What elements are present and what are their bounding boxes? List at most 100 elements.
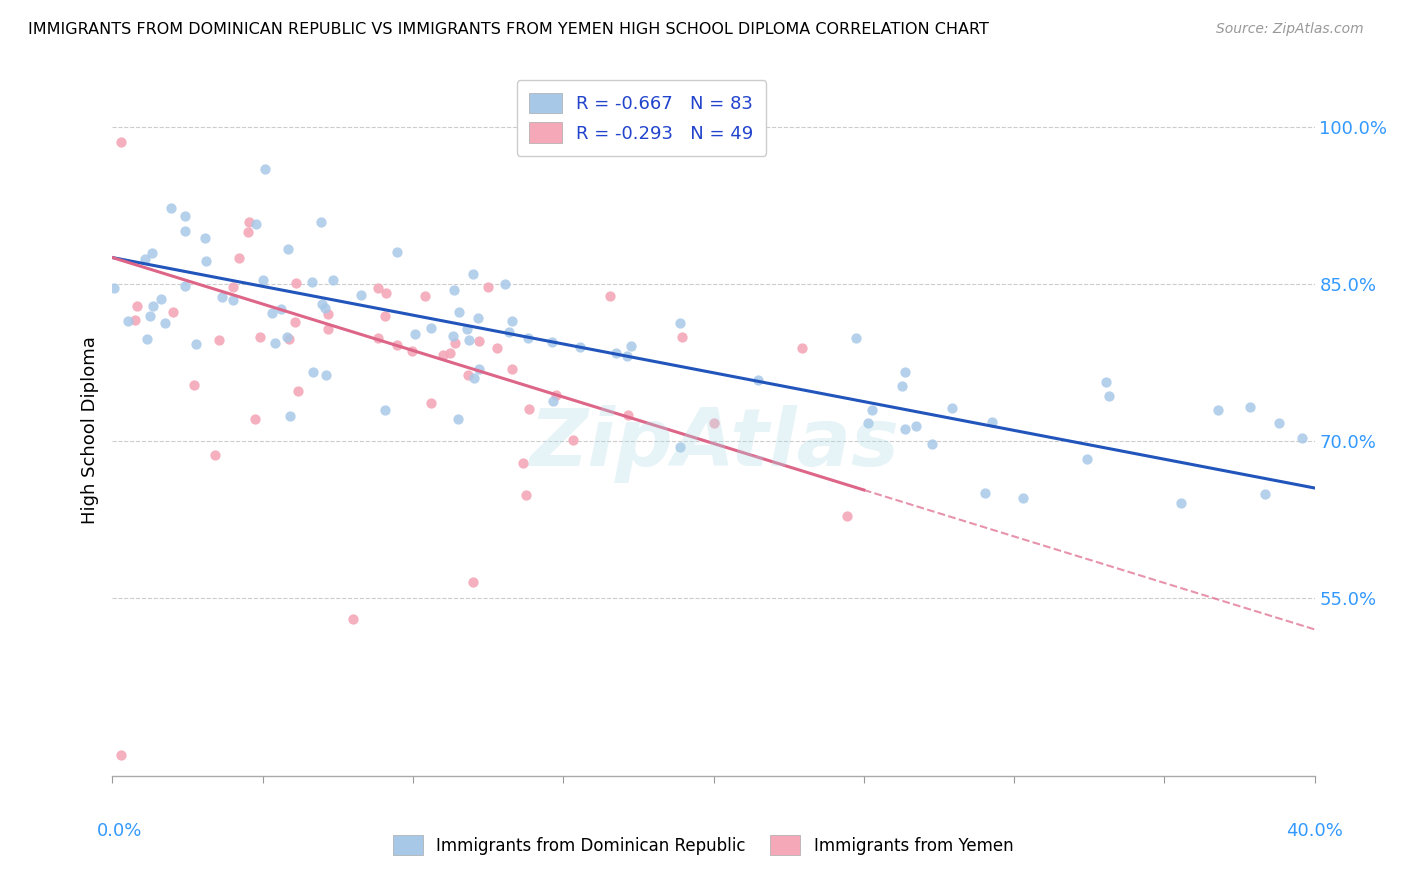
Point xyxy=(860,403,883,417)
Point xyxy=(174,210,197,224)
Point xyxy=(463,267,485,281)
Point xyxy=(207,333,229,347)
Point xyxy=(1076,451,1098,466)
Point xyxy=(135,333,157,347)
Point xyxy=(501,314,523,328)
Point xyxy=(318,322,340,336)
Point xyxy=(162,305,184,319)
Point xyxy=(1170,496,1192,510)
Point xyxy=(515,488,537,502)
Point xyxy=(921,436,943,450)
Point xyxy=(404,327,426,342)
Point xyxy=(616,349,638,363)
Point xyxy=(142,299,165,313)
Point xyxy=(893,365,915,379)
Point xyxy=(153,316,176,330)
Point xyxy=(599,289,621,303)
Point xyxy=(1291,431,1313,445)
Point xyxy=(1268,416,1291,430)
Point xyxy=(463,371,485,385)
Point xyxy=(245,217,267,231)
Point xyxy=(1094,375,1116,389)
Legend: R = -0.667   N = 83, R = -0.293   N = 49: R = -0.667 N = 83, R = -0.293 N = 49 xyxy=(516,80,766,156)
Point xyxy=(277,242,299,256)
Point xyxy=(458,333,481,347)
Point xyxy=(314,301,336,315)
Point xyxy=(311,297,333,311)
Point xyxy=(443,283,465,297)
Point xyxy=(516,331,538,345)
Point xyxy=(124,313,146,327)
Point xyxy=(461,575,484,590)
Point xyxy=(149,292,172,306)
Point xyxy=(974,486,997,500)
Point xyxy=(669,440,692,454)
Point xyxy=(238,215,260,229)
Point xyxy=(419,396,441,410)
Point xyxy=(790,341,813,355)
Point xyxy=(183,378,205,392)
Point xyxy=(449,305,471,319)
Point xyxy=(249,330,271,344)
Point xyxy=(278,409,301,424)
Point xyxy=(301,275,323,289)
Point xyxy=(184,337,207,351)
Point xyxy=(845,331,868,345)
Point xyxy=(671,330,693,344)
Point xyxy=(228,252,250,266)
Point xyxy=(856,416,879,430)
Point xyxy=(1254,487,1277,501)
Point xyxy=(260,305,283,319)
Point xyxy=(110,748,132,763)
Point xyxy=(477,280,499,294)
Point xyxy=(467,362,489,376)
Point xyxy=(439,346,461,360)
Point xyxy=(277,332,299,346)
Legend: Immigrants from Dominican Republic, Immigrants from Yemen: Immigrants from Dominican Republic, Immi… xyxy=(385,829,1021,862)
Point xyxy=(517,402,540,417)
Point xyxy=(276,330,298,344)
Y-axis label: High School Diploma: High School Diploma xyxy=(80,336,98,524)
Point xyxy=(284,315,307,329)
Point xyxy=(236,225,259,239)
Text: IMMIGRANTS FROM DOMINICAN REPUBLIC VS IMMIGRANTS FROM YEMEN HIGH SCHOOL DIPLOMA : IMMIGRANTS FROM DOMINICAN REPUBLIC VS IM… xyxy=(28,22,988,37)
Point xyxy=(413,289,436,303)
Text: Source: ZipAtlas.com: Source: ZipAtlas.com xyxy=(1216,22,1364,37)
Point xyxy=(401,343,423,358)
Point xyxy=(174,224,197,238)
Point xyxy=(1206,403,1229,417)
Point xyxy=(540,335,562,350)
Point xyxy=(375,285,398,300)
Point xyxy=(1012,491,1035,505)
Point xyxy=(941,401,963,416)
Point xyxy=(139,309,162,323)
Point xyxy=(134,252,156,266)
Point xyxy=(374,403,396,417)
Point xyxy=(322,272,344,286)
Point xyxy=(501,362,523,376)
Point xyxy=(284,276,307,290)
Point xyxy=(342,612,364,626)
Point xyxy=(160,201,183,215)
Point xyxy=(194,230,217,244)
Point xyxy=(498,325,520,339)
Point xyxy=(494,277,516,291)
Point xyxy=(668,316,690,330)
Point xyxy=(315,368,337,382)
Point xyxy=(316,308,339,322)
Point xyxy=(747,373,769,387)
Point xyxy=(420,321,443,335)
Point xyxy=(174,278,197,293)
Point xyxy=(245,411,267,425)
Point xyxy=(605,346,627,360)
Point xyxy=(703,416,725,430)
Point xyxy=(544,388,567,402)
Point xyxy=(374,309,396,323)
Point xyxy=(103,281,125,295)
Point xyxy=(568,340,591,354)
Point xyxy=(485,341,508,355)
Point xyxy=(981,415,1004,429)
Text: ZipAtlas: ZipAtlas xyxy=(529,405,898,483)
Point xyxy=(263,335,285,350)
Text: 40.0%: 40.0% xyxy=(1286,822,1343,840)
